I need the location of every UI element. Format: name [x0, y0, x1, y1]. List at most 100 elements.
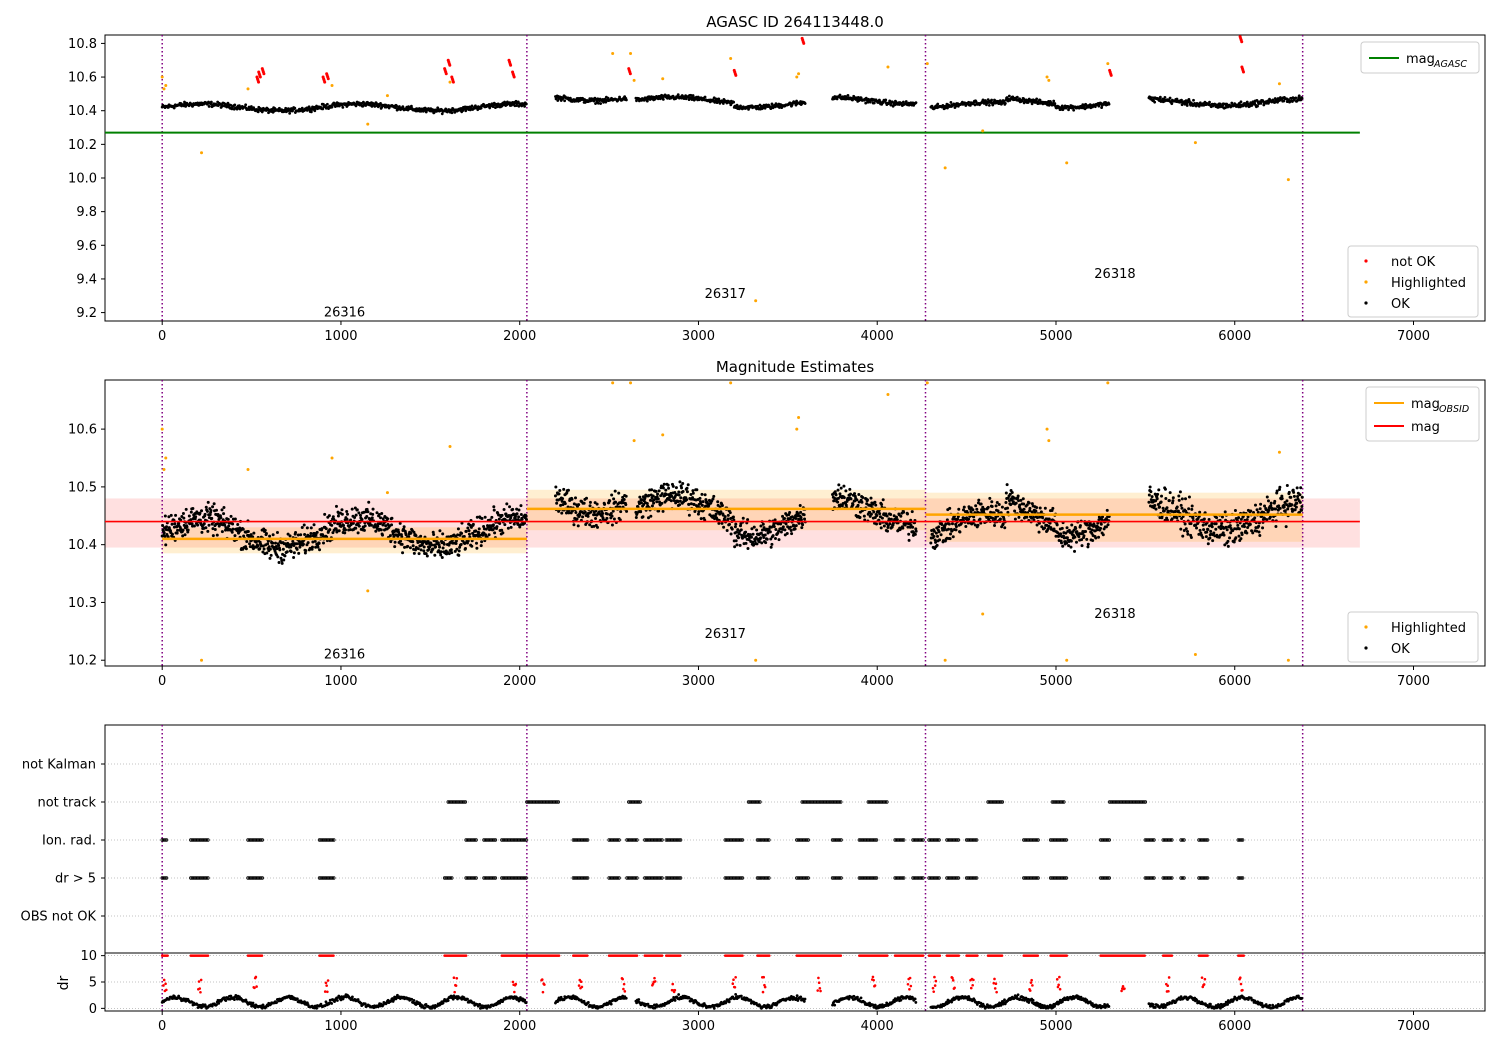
ok-point [1035, 506, 1039, 510]
ok-point [610, 514, 614, 518]
ok-point [1167, 499, 1171, 503]
ok-point [256, 544, 260, 548]
ok-point [557, 492, 561, 496]
ok-point [505, 502, 509, 506]
ok-point [554, 485, 558, 489]
ok-point [1285, 499, 1289, 503]
highlighted-point [611, 52, 615, 56]
ok-point [1237, 516, 1241, 520]
ok-point [596, 101, 600, 105]
x-tick-label: 5000 [1039, 674, 1072, 689]
ok-point [948, 506, 952, 510]
ok-point [779, 530, 783, 534]
ok-point [746, 546, 750, 550]
ok-point [1043, 526, 1047, 530]
ok-point [680, 486, 684, 490]
ok-point [1070, 523, 1074, 527]
ok-point [288, 111, 292, 115]
ok-point [249, 105, 253, 108]
ok-point [219, 516, 223, 520]
not-ok-point [1109, 73, 1113, 77]
ok-point [849, 492, 853, 496]
x-tick-label: 1000 [324, 329, 357, 344]
ok-point [337, 529, 341, 533]
ok-point [605, 516, 609, 520]
ok-point [1278, 485, 1282, 489]
not-ok-point [448, 63, 452, 67]
ok-point [774, 102, 778, 106]
ok-point [678, 503, 682, 507]
ok-point [1158, 95, 1162, 99]
ok-point [362, 528, 366, 532]
ok-point [752, 525, 756, 529]
ok-point [302, 523, 306, 527]
ok-point [1148, 485, 1152, 489]
ok-point [409, 531, 413, 535]
ok-point [1239, 100, 1243, 104]
ok-point [483, 515, 487, 519]
ok-point [278, 548, 282, 552]
ok-point [777, 538, 781, 542]
ok-point [1185, 104, 1189, 107]
ok-point [789, 529, 793, 533]
ok-point [245, 540, 249, 544]
y-tick-label: 9.8 [76, 205, 97, 220]
ok-point [588, 504, 592, 508]
ok-point [1298, 493, 1302, 497]
ok-point [210, 516, 214, 520]
ok-point [1285, 484, 1289, 488]
ok-point [449, 548, 453, 552]
x-tick-label: 6000 [1218, 329, 1251, 344]
obsid-label: 26317 [705, 287, 746, 302]
ok-point [417, 552, 421, 556]
ok-point [300, 525, 304, 529]
ok-point [1065, 526, 1069, 530]
ok-point [639, 510, 643, 514]
ok-point [676, 93, 680, 97]
ok-point [241, 527, 245, 531]
ok-point [406, 544, 410, 548]
highlighted-point [754, 658, 758, 662]
ok-point [803, 102, 807, 105]
ok-point [1239, 537, 1243, 541]
ok-point [209, 100, 213, 104]
ok-point [937, 525, 941, 529]
not-ok-point [628, 72, 632, 76]
ok-point [950, 522, 954, 526]
ok-point [227, 524, 231, 528]
ok-point [655, 500, 659, 504]
x-tick-label: 1000 [324, 674, 357, 689]
ok-point [954, 525, 958, 529]
ok-point [714, 512, 718, 516]
ok-point [1177, 494, 1181, 498]
ok-point [695, 488, 699, 492]
ok-point [1251, 531, 1255, 535]
ok-point [572, 523, 576, 527]
ok-point [511, 507, 515, 511]
ok-point [203, 512, 207, 516]
ok-point [990, 98, 994, 102]
highlighted-point [943, 658, 947, 662]
legend-label: OK [1391, 297, 1410, 312]
ok-point [1299, 508, 1303, 512]
x-tick-label: 4000 [861, 674, 894, 689]
ok-point [295, 547, 299, 551]
ok-point [398, 105, 401, 108]
ok-point [855, 498, 859, 502]
ok-point [764, 541, 768, 545]
ok-point [1085, 537, 1089, 541]
ok-point [1187, 507, 1191, 511]
ok-point [1300, 96, 1304, 100]
ok-point [603, 502, 607, 506]
ok-point [988, 496, 992, 500]
ok-point [696, 512, 700, 516]
ok-point [291, 539, 295, 543]
ok-point [639, 501, 643, 505]
ok-point [1075, 530, 1079, 534]
ok-point [1178, 490, 1182, 494]
ok-point [456, 527, 460, 531]
x-tick-label: 2000 [503, 329, 536, 344]
highlighted-point [330, 456, 334, 460]
ok-point [1273, 499, 1277, 503]
highlighted-point [661, 77, 665, 81]
